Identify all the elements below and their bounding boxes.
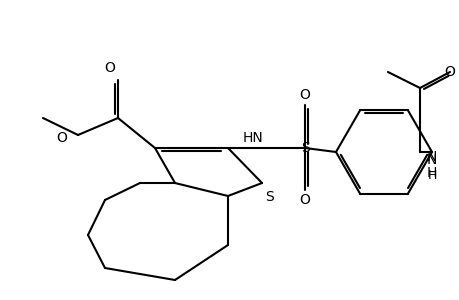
Text: S: S bbox=[300, 141, 309, 155]
Text: H: H bbox=[426, 169, 436, 182]
Text: HN: HN bbox=[242, 131, 263, 145]
Text: O: O bbox=[56, 131, 67, 145]
Text: O: O bbox=[443, 65, 454, 79]
Text: O: O bbox=[299, 193, 310, 207]
Text: O: O bbox=[104, 61, 115, 75]
Text: S: S bbox=[265, 190, 274, 204]
Text: N: N bbox=[426, 153, 436, 167]
Text: O: O bbox=[299, 88, 310, 102]
Text: N
H: N H bbox=[426, 150, 436, 180]
